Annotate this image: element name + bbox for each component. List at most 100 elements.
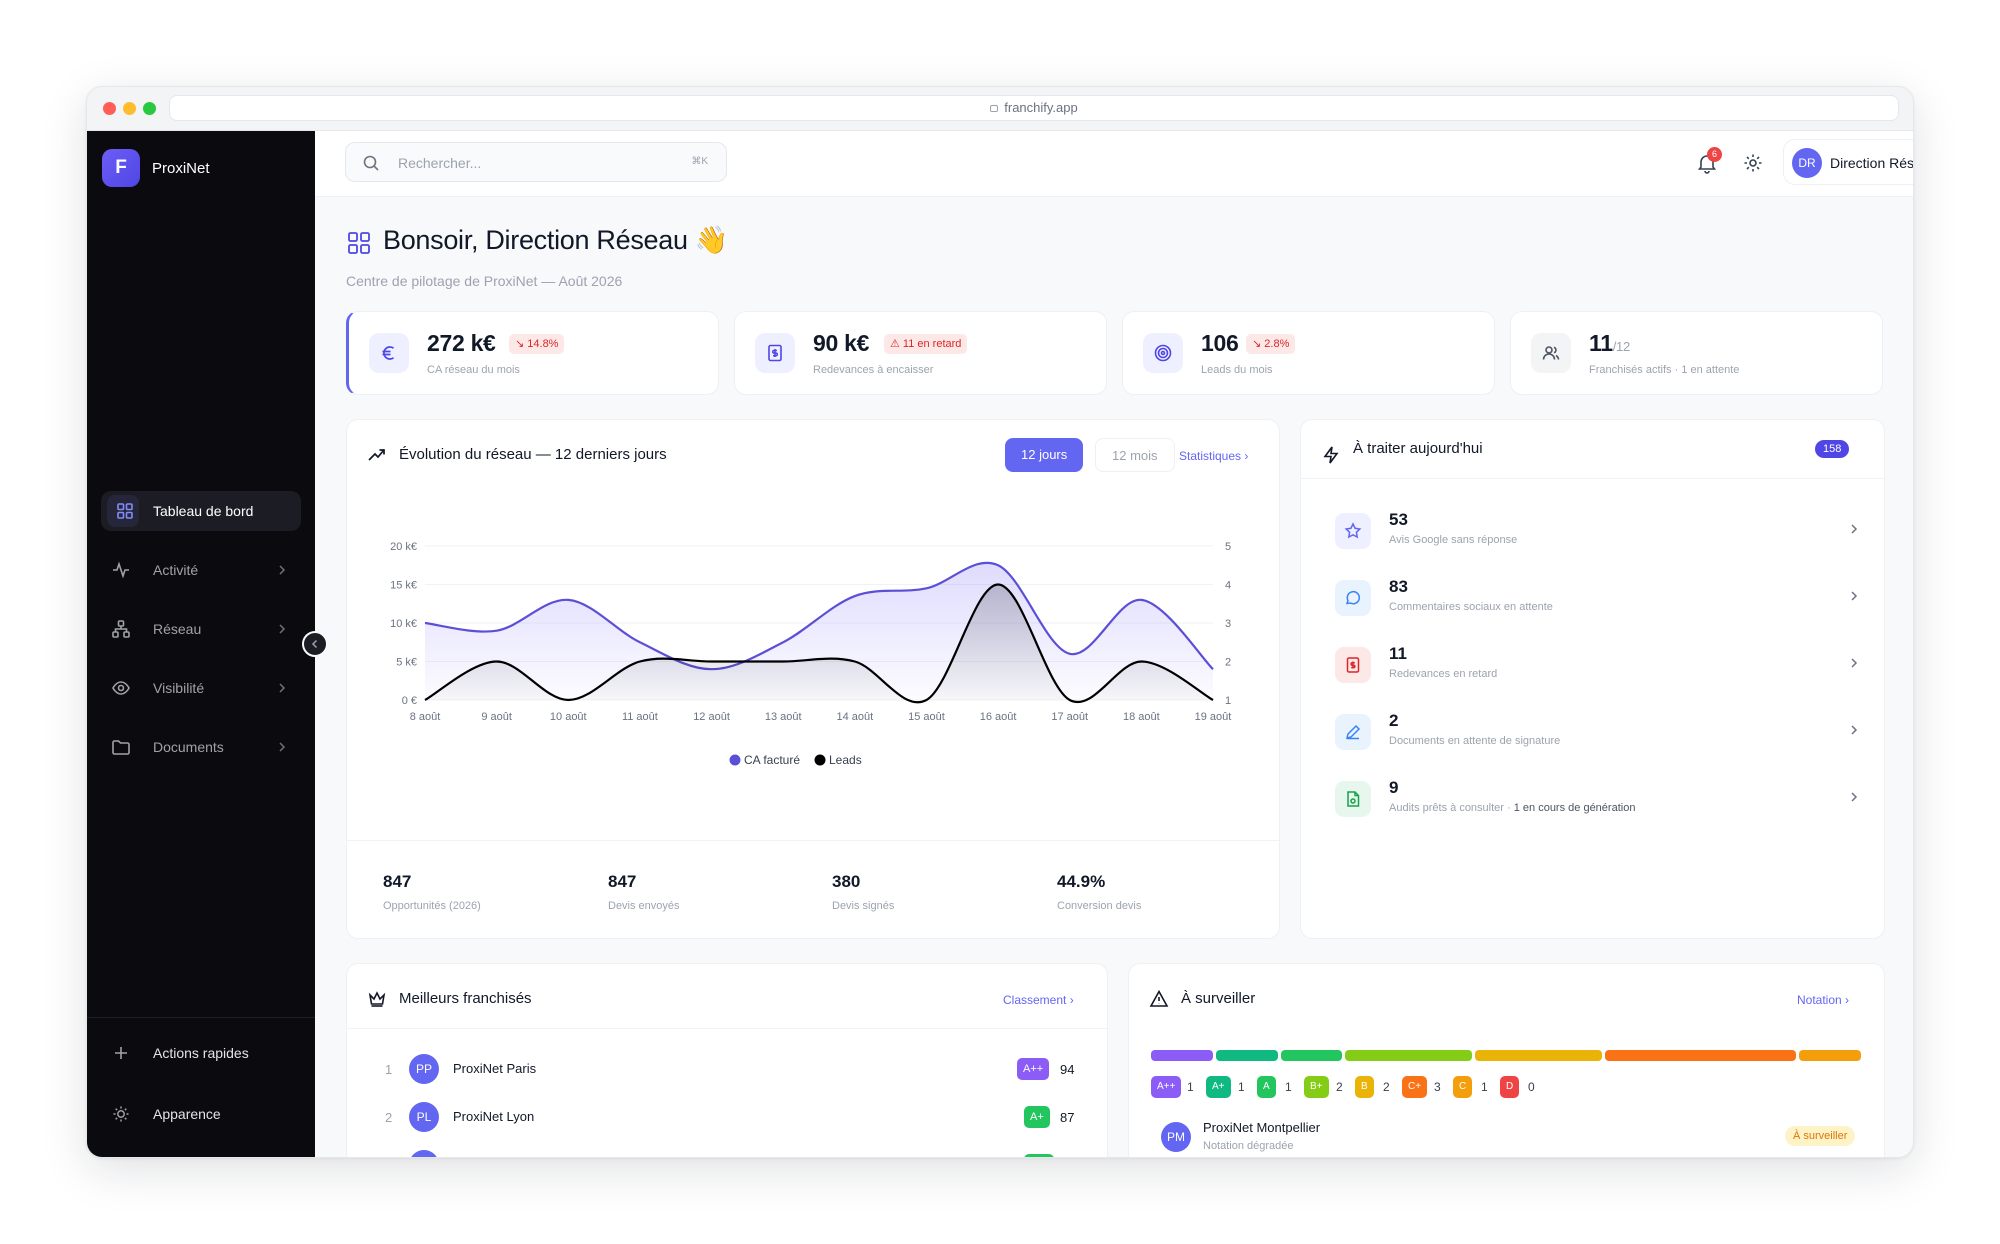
quick-actions-button[interactable]: Actions rapides: [101, 1033, 301, 1073]
todo-item-audits[interactable]: 9 Audits prêts à consulter · 1 en cours …: [1321, 768, 1871, 826]
rating-link[interactable]: Notation ›: [1797, 993, 1850, 1007]
address-bar[interactable]: franchify.app: [169, 95, 1899, 121]
y-tick-label: 15 k€: [390, 580, 417, 592]
todo-item-reviews[interactable]: 53 Avis Google sans réponse: [1321, 500, 1871, 558]
invoice-icon: [768, 344, 782, 362]
x-tick-label: 19 août: [1195, 711, 1232, 723]
user-menu[interactable]: DR Direction Réseau: [1783, 139, 1913, 185]
kpi-value: 90 k€: [813, 330, 870, 356]
grade-count: 2: [1336, 1080, 1343, 1094]
tab-12-months[interactable]: 12 mois: [1095, 438, 1175, 472]
minimize-window-button[interactable]: [123, 102, 136, 115]
topbar: Rechercher... ⌘K 6 DR Direction Réseau: [315, 131, 1913, 197]
watch-card: À surveiller Notation › A++ 1 A+ 1 A 1 B+ 2 B 2 C+…: [1128, 963, 1885, 1157]
kpi-label: Leads du mois: [1201, 364, 1273, 376]
grade-segment: [1215, 1050, 1278, 1061]
sidebar-item-dashboard[interactable]: Tableau de bord: [101, 491, 301, 531]
divider: [347, 1028, 1107, 1029]
todo-item-comments[interactable]: 83 Commentaires sociaux en attente: [1321, 567, 1871, 625]
todo-item-royalties[interactable]: 11 Redevances en retard: [1321, 634, 1871, 692]
stat-value: 847: [383, 872, 412, 891]
kpi-card-revenue[interactable]: 272 k€ ↘ 14.8% CA réseau du mois: [346, 311, 719, 395]
avatar: PP: [409, 1054, 439, 1084]
kpi-label: CA réseau du mois: [427, 364, 520, 376]
x-tick-label: 11 août: [622, 711, 658, 723]
search-shortcut: ⌘K: [691, 156, 708, 167]
best-franchisees-card: Meilleurs franchisés Classement › 1 PP P…: [346, 963, 1108, 1157]
watch-badge: À surveiller: [1785, 1126, 1856, 1146]
grade-segment: [1345, 1050, 1473, 1061]
target-icon: [1154, 344, 1172, 362]
grade-chip: B: [1355, 1076, 1374, 1098]
url-text: franchify.app: [1004, 100, 1078, 115]
sidebar-item-visibility[interactable]: Visibilité: [101, 668, 301, 708]
kpi-label: Franchisés actifs · 1 en attente: [1589, 364, 1740, 376]
overdue-badge: ⚠ 11 en retard: [884, 334, 968, 354]
sidebar-item-network[interactable]: Réseau: [101, 609, 301, 649]
y-tick-label: 10 k€: [390, 618, 417, 630]
invoice-icon: [1346, 657, 1360, 673]
card-title: À traiter aujourd'hui: [1353, 440, 1483, 457]
todo-card: À traiter aujourd'hui 158 53 Avis Google…: [1300, 419, 1885, 939]
chevron-right-icon: [1851, 591, 1858, 601]
stat-label: Conversion devis: [1057, 900, 1142, 912]
grade-count: 1: [1285, 1080, 1292, 1094]
dashboard-icon: [348, 232, 370, 254]
maximize-window-button[interactable]: [143, 102, 156, 115]
todo-label: Redevances en retard: [1389, 668, 1498, 680]
ranking-link[interactable]: Classement ›: [1003, 993, 1074, 1007]
sidebar-item-activity[interactable]: Activité: [101, 550, 301, 590]
grade-count: 1: [1481, 1080, 1488, 1094]
y2-tick-label: 5: [1225, 541, 1231, 553]
close-window-button[interactable]: [103, 102, 116, 115]
stat-label: Devis envoyés: [608, 900, 680, 912]
kpi-card-royalties[interactable]: 90 k€ ⚠ 11 en retard Redevances à encais…: [734, 311, 1107, 395]
legend-label: CA facturé: [744, 753, 800, 767]
grade-segment: [1604, 1050, 1797, 1061]
grade-badge: A++: [1017, 1058, 1050, 1080]
card-title: Meilleurs franchisés: [399, 990, 532, 1007]
gear-icon[interactable]: [1741, 151, 1765, 175]
todo-value: 11: [1389, 644, 1407, 663]
brand-logo[interactable]: F: [102, 149, 140, 187]
stat-value: 44.9%: [1057, 872, 1106, 891]
legend-label: Leads: [829, 753, 862, 767]
kpi-card-leads[interactable]: 106 ↘ 2.8% Leads du mois: [1122, 311, 1495, 395]
browser-window: franchify.app F ProxiNet Tableau de bord…: [86, 86, 1914, 1158]
plus-icon: [115, 1047, 127, 1059]
todo-item-signatures[interactable]: 2 Documents en attente de signature: [1321, 701, 1871, 759]
y2-tick-label: 1: [1225, 695, 1231, 707]
kpi-value: 11/12: [1589, 330, 1630, 356]
page-subtitle: Centre de pilotage de ProxiNet — Août 20…: [346, 273, 623, 289]
y-tick-label: 0 €: [402, 695, 417, 707]
document-icon: [1347, 791, 1360, 807]
franchisee-name: ProxiNet Lyon: [453, 1109, 535, 1124]
search-input[interactable]: Rechercher... ⌘K: [345, 142, 727, 182]
sidebar-item-label: Tableau de bord: [153, 503, 254, 519]
appearance-button[interactable]: Apparence: [101, 1094, 301, 1134]
x-tick-label: 18 août: [1123, 711, 1160, 723]
collapse-sidebar-button[interactable]: [302, 631, 328, 657]
kpi-card-franchisees[interactable]: 11/12 Franchisés actifs · 1 en attente: [1510, 311, 1883, 395]
statistics-link[interactable]: Statistiques ›: [1179, 449, 1249, 463]
chevron-right-icon: [279, 683, 286, 693]
folder-icon: [112, 740, 130, 755]
series-line: [424, 583, 1214, 704]
y-tick-label: 5 k€: [396, 657, 417, 669]
stat-label: Opportunités (2026): [383, 900, 481, 912]
ranking-row[interactable]: 2 PL ProxiNet Lyon A+ 87: [367, 1098, 1087, 1138]
avatar: PM: [1161, 1122, 1191, 1152]
chevron-right-icon: [1851, 524, 1858, 534]
sun-icon: [113, 1106, 129, 1122]
sidebar-item-label: Visibilité: [153, 680, 205, 696]
tab-12-days[interactable]: 12 jours: [1005, 438, 1084, 472]
kpi-value-suffix: /12: [1612, 339, 1630, 354]
pen-icon: [1345, 724, 1361, 740]
ranking-row[interactable]: 1 PP ProxiNet Paris A++ 94: [367, 1050, 1087, 1090]
avatar: DR: [1792, 148, 1822, 178]
ranking-row[interactable]: [367, 1146, 1087, 1157]
grade-chip: B+: [1304, 1076, 1329, 1098]
quick-actions-label: Actions rapides: [153, 1045, 249, 1061]
rank-number: 2: [385, 1110, 393, 1125]
sidebar-item-documents[interactable]: Documents: [101, 727, 301, 767]
